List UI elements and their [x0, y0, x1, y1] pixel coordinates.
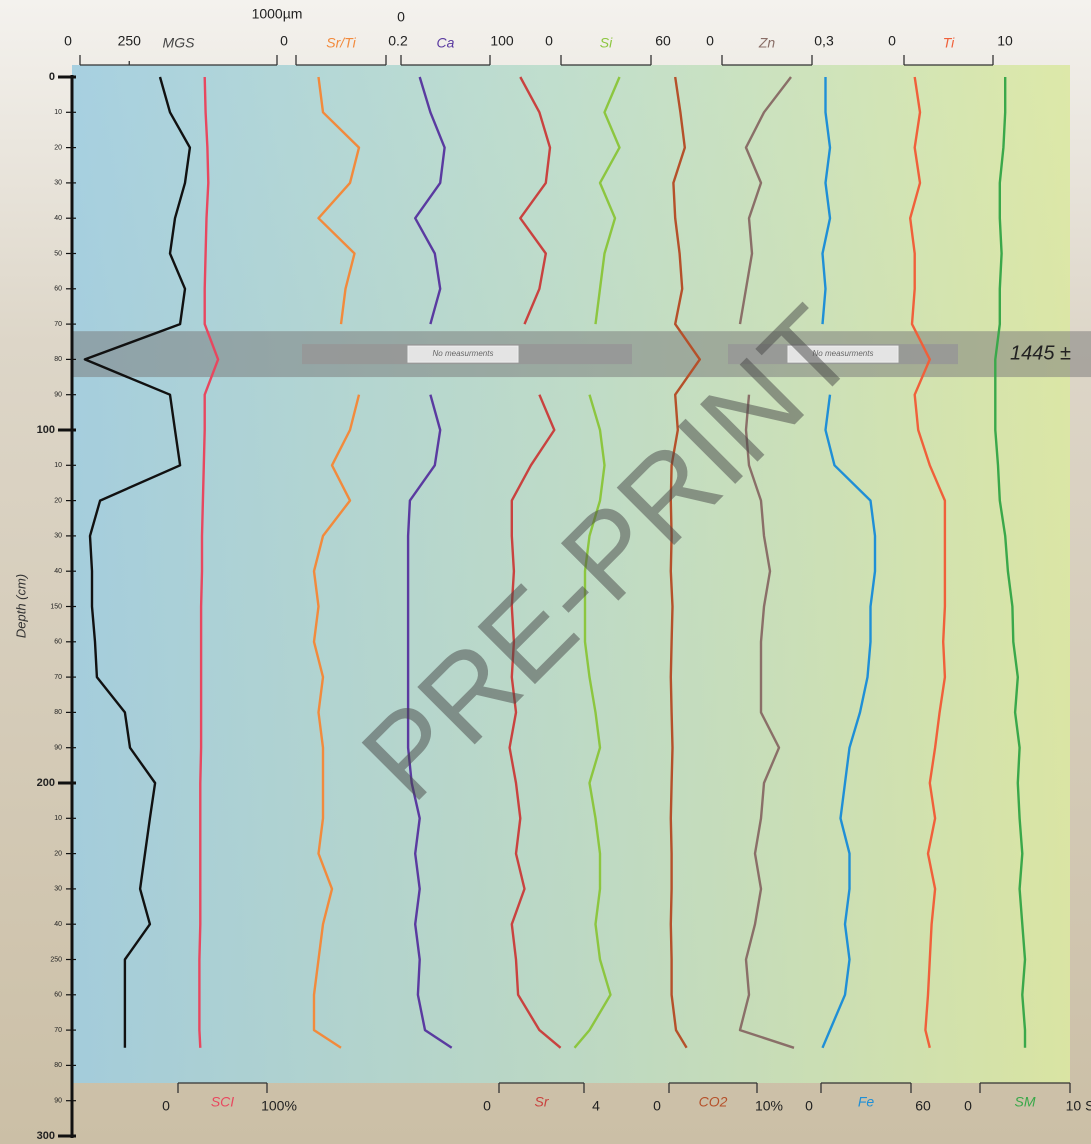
y-tick-label: 90: [54, 392, 62, 399]
series-line: [198, 76, 220, 1048]
y-tick-label: 90: [54, 745, 62, 752]
y-tick-label: 70: [54, 321, 62, 328]
x-tick-label: 60: [655, 33, 671, 49]
y-tick-label: 40: [54, 921, 62, 928]
y-tick-label: 200: [37, 777, 55, 789]
y-tick-label: 150: [50, 603, 62, 610]
y-tick-label: 80: [54, 1062, 62, 1069]
y-axis-label: Depth (cm): [13, 574, 28, 638]
series-line: [508, 76, 562, 1049]
x-tick-label: 10%: [755, 1098, 783, 1114]
no-data-box: [407, 345, 519, 363]
y-tick-label: 40: [54, 568, 62, 575]
y-tick-label: 10: [54, 109, 62, 116]
series-line: [312, 76, 361, 1049]
x-tick-label: 0: [64, 33, 72, 49]
series-name: Ca: [437, 35, 455, 51]
x-tick-label: 100: [490, 33, 514, 49]
x-tick-label: 4: [592, 1098, 600, 1114]
x-tick-label: 0: [888, 33, 896, 49]
y-tick-label: 70: [54, 674, 62, 681]
y-tick-label: 10: [54, 462, 62, 469]
x-tick-label: 250: [118, 33, 142, 49]
x-tick-label: 0: [964, 1098, 972, 1114]
x-tick-label: 0: [545, 33, 553, 49]
series-line: [573, 76, 621, 1049]
y-tick-label: 20: [54, 497, 62, 504]
series-line: [994, 77, 1027, 1048]
series-line: [83, 76, 192, 1048]
series-name: Si: [600, 35, 613, 51]
y-tick-label: 60: [54, 286, 62, 293]
y-tick-label: 30: [54, 886, 62, 893]
series-name: SCI: [211, 1094, 234, 1110]
y-tick-label: 50: [54, 250, 62, 257]
y-tick-label: 60: [54, 992, 62, 999]
y-tick-label: 0: [49, 71, 55, 83]
series-name: Sr/Ti: [326, 35, 356, 51]
y-tick-label: 250: [50, 956, 62, 963]
series-line: [821, 77, 877, 1049]
x-tick-label: 0: [162, 1098, 170, 1114]
series-name: SM: [1015, 1094, 1036, 1110]
y-tick-label: 10: [54, 815, 62, 822]
series-line: [738, 76, 795, 1049]
x-tick-label: 0: [653, 1098, 661, 1114]
y-tick-label: 20: [54, 144, 62, 151]
x-tick-label: 0,3: [814, 33, 834, 49]
x-tick-label: 0: [280, 33, 288, 49]
no-data-label: No measurments: [813, 349, 874, 358]
y-tick-label: 30: [54, 180, 62, 187]
y-tick-label: 30: [54, 533, 62, 540]
y-tick-label: 300: [37, 1130, 55, 1142]
tint-panel: [72, 65, 1070, 1083]
y-tick-label: 20: [54, 850, 62, 857]
x-tick-label: 10 SI: [1066, 1098, 1091, 1114]
series-name: MGS: [163, 35, 196, 51]
no-data-label: No measurments: [433, 349, 494, 358]
series-name: Zn: [758, 35, 776, 51]
y-tick-label: 90: [54, 1098, 62, 1105]
x-tick-label: 100%: [261, 1098, 297, 1114]
series-name: Sr: [535, 1094, 550, 1110]
series-name: Ti: [943, 35, 955, 51]
x-tick-label: 1000µm: [252, 6, 303, 22]
series-name: CO2: [699, 1094, 728, 1110]
x-tick-label: 0: [706, 33, 714, 49]
y-tick-label: 80: [54, 356, 62, 363]
x-tick-label: 0: [483, 1098, 491, 1114]
y-tick-label: 80: [54, 709, 62, 716]
y-tick-label: 60: [54, 639, 62, 646]
series-name: Fe: [858, 1094, 875, 1110]
x-tick-label: 0.2: [388, 33, 408, 49]
series-line: [406, 76, 453, 1049]
y-tick-label: 70: [54, 1027, 62, 1034]
y-tick-label: 40: [54, 215, 62, 222]
x-tick-label: 0: [397, 9, 405, 25]
no-data-box: [787, 345, 899, 363]
x-tick-label: 0: [805, 1098, 813, 1114]
x-tick-label: 60: [915, 1098, 931, 1114]
x-tick-label: 10: [997, 33, 1013, 49]
band-label: 1445 ±: [1010, 342, 1071, 364]
y-tick-label: 100: [37, 424, 55, 436]
series-line: [669, 76, 701, 1049]
series-line: [909, 76, 947, 1049]
